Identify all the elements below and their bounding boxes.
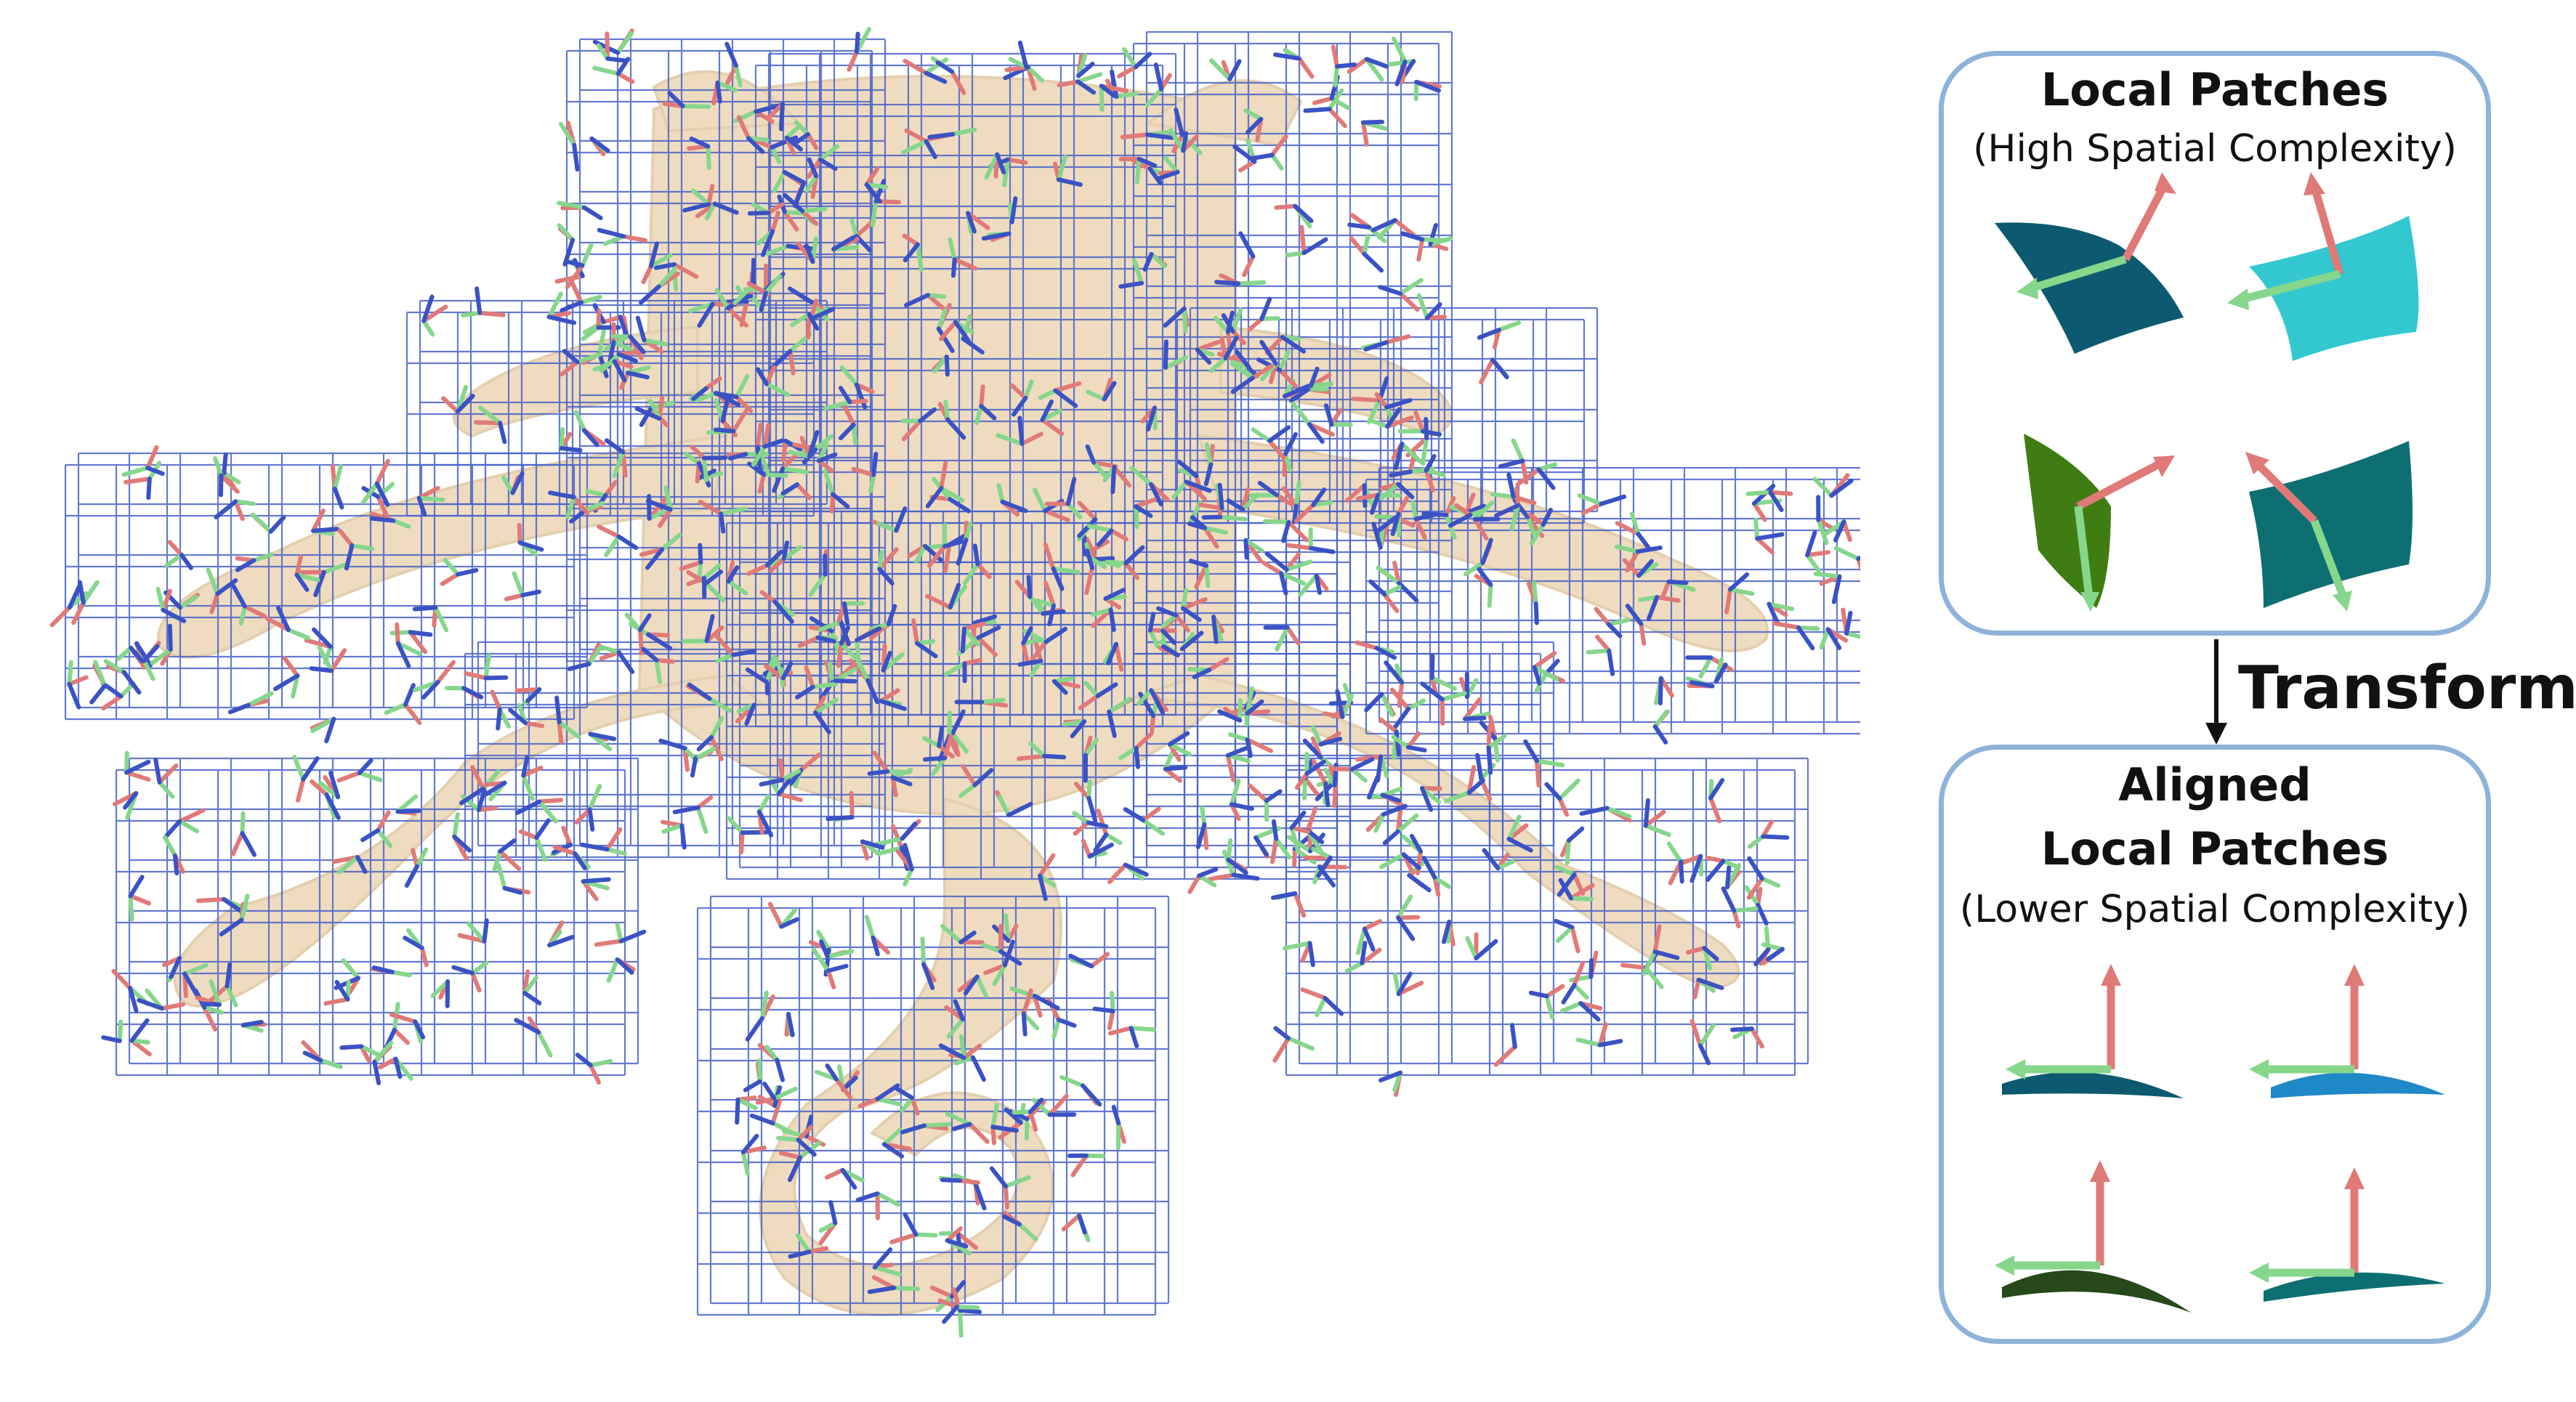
aligned-patch-2 <box>2249 964 2445 1098</box>
unaligned-patches <box>1995 172 2419 612</box>
panel-title-line1: Aligned <box>2118 758 2311 811</box>
patch-1 <box>1995 172 2184 354</box>
patch-3 <box>2024 434 2175 612</box>
patch-4 <box>2245 441 2413 612</box>
transform-arrow <box>2205 639 2227 745</box>
local-patches-panel: Local Patches (High Spatial Complexity) <box>1939 51 2491 636</box>
patch-2 <box>2227 172 2419 361</box>
panel-title-line2: Local Patches <box>2040 822 2389 875</box>
aligned-patch-4 <box>2249 1167 2445 1302</box>
transform-label: Transform <box>2238 654 2576 723</box>
aligned-patch-3 <box>1995 1160 2191 1313</box>
aligned-patches <box>1995 964 2445 1313</box>
aligned-patch-1 <box>2002 964 2184 1098</box>
aligned-patches-panel: Aligned Local Patches (Lower Spatial Com… <box>1939 745 2491 1344</box>
panel-subtitle: (High Spatial Complexity) <box>1973 127 2457 171</box>
octree-octopus-scene <box>49 27 1860 1338</box>
panel-title: Local Patches <box>2040 63 2389 116</box>
panel-subtitle: (Lower Spatial Complexity) <box>1959 888 2471 931</box>
local-frame-axes <box>49 27 1860 1338</box>
